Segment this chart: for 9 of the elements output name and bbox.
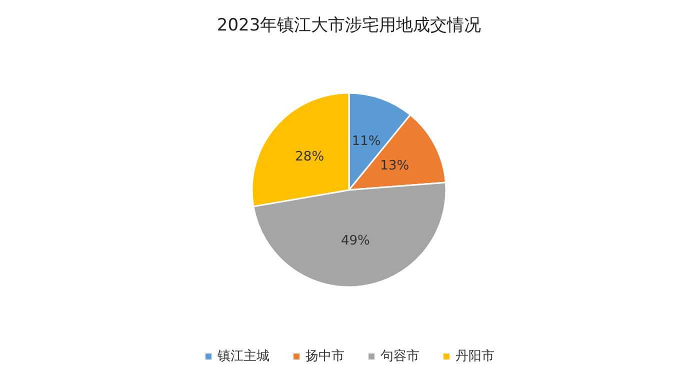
data-label: 49% bbox=[340, 234, 370, 249]
legend-label: 镇江主城 bbox=[216, 348, 270, 364]
legend-label: 扬中市 bbox=[306, 349, 344, 364]
legend-label: 句容市 bbox=[380, 348, 420, 364]
data-label: 13% bbox=[380, 158, 410, 174]
legend-label: 丹阳市 bbox=[456, 349, 494, 364]
data-label: 11% bbox=[352, 134, 381, 149]
chart-title: 2023年镇江大市涉宅用地成交情况 bbox=[216, 16, 482, 36]
data-label: 28% bbox=[295, 149, 324, 164]
